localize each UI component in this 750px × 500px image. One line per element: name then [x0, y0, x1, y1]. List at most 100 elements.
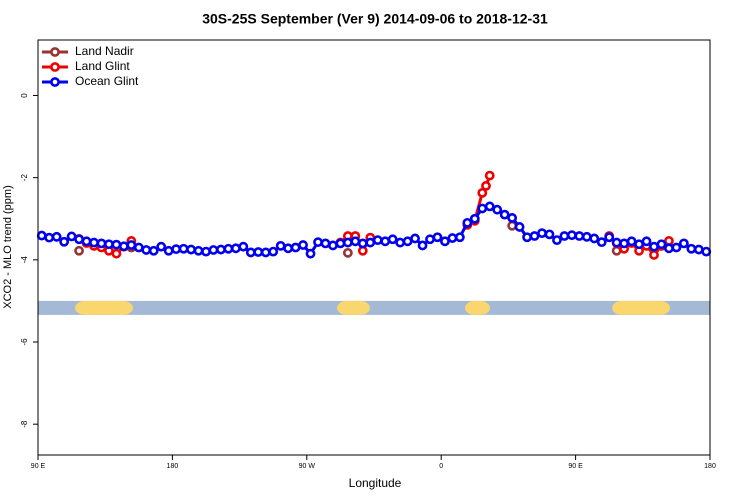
data-point	[253, 247, 264, 257]
data-point	[678, 238, 689, 249]
data-point	[701, 246, 712, 257]
data-point	[537, 228, 547, 239]
data-point	[365, 237, 376, 248]
data-point	[186, 244, 196, 255]
data-point	[454, 232, 465, 243]
data-point	[148, 245, 159, 256]
x-tick-label: 90 E	[568, 463, 583, 470]
data-point	[417, 240, 428, 251]
land-segment	[612, 300, 670, 315]
data-point	[387, 234, 398, 245]
data-point	[66, 231, 77, 242]
data-point	[552, 235, 562, 246]
x-tick-label: 180	[704, 463, 716, 470]
data-point	[589, 233, 600, 244]
data-point	[634, 239, 644, 250]
data-point	[216, 244, 226, 255]
data-point	[223, 243, 234, 254]
data-point	[245, 247, 256, 258]
data-point	[611, 245, 622, 256]
data-point	[89, 237, 99, 248]
y-tick-label: -8	[20, 420, 29, 428]
data-point	[469, 213, 480, 224]
data-point	[619, 238, 630, 249]
data-point	[432, 232, 443, 243]
data-point	[96, 238, 107, 249]
data-point	[342, 237, 353, 248]
data-point	[686, 243, 697, 254]
y-tick-label: -4	[20, 256, 29, 264]
data-point	[335, 238, 346, 249]
data-point	[126, 240, 137, 250]
land-segment	[336, 300, 370, 315]
data-point	[51, 231, 62, 242]
data-point	[118, 241, 129, 252]
y-tick-label: -6	[20, 338, 29, 346]
data-point	[201, 246, 211, 257]
data-point	[111, 239, 122, 250]
data-point	[559, 231, 570, 241]
data-point	[507, 213, 518, 223]
data-point	[529, 231, 540, 241]
legend-label: Land Glint	[75, 59, 130, 73]
data-point	[484, 201, 495, 212]
data-point	[342, 247, 353, 258]
data-point	[275, 240, 286, 251]
data-point	[111, 248, 122, 259]
data-point	[499, 209, 510, 220]
data-point	[44, 232, 55, 243]
data-point	[74, 245, 84, 256]
data-point	[156, 241, 167, 252]
data-point	[604, 232, 615, 243]
data-point	[656, 239, 667, 250]
ocean-band	[38, 300, 710, 315]
x-tick-label: 90 E	[31, 463, 46, 470]
data-point	[81, 236, 92, 247]
data-point	[574, 231, 585, 241]
data-point	[328, 240, 338, 251]
data-point	[230, 243, 241, 254]
x-axis-label: Longitude	[349, 476, 402, 490]
data-point	[74, 234, 84, 245]
x-tick-label: 90 W	[299, 463, 316, 470]
data-point	[402, 236, 413, 247]
data-point	[208, 245, 219, 255]
data-point	[141, 245, 152, 255]
data-point	[484, 170, 495, 181]
data-point	[163, 245, 174, 256]
data-point	[649, 241, 659, 252]
data-point	[581, 231, 592, 242]
legend-marker	[50, 62, 60, 72]
data-point	[350, 236, 361, 247]
legend-marker	[50, 47, 60, 57]
data-point	[544, 229, 555, 240]
data-point	[171, 244, 182, 255]
data-point	[649, 249, 659, 260]
x-tick-label: 180	[167, 463, 179, 470]
data-point	[693, 244, 704, 255]
data-point	[462, 217, 473, 228]
data-point	[268, 246, 279, 257]
data-point	[238, 241, 249, 252]
y-tick-label: -2	[20, 174, 29, 182]
data-point	[178, 243, 189, 254]
data-point	[36, 230, 47, 241]
legend-marker	[50, 77, 60, 87]
data-point	[59, 236, 70, 247]
data-point	[260, 247, 271, 258]
y-axis-label: XCO2 - MLO trend (ppm)	[2, 185, 14, 308]
data-point	[566, 230, 577, 241]
data-point	[641, 236, 652, 247]
data-point	[133, 242, 144, 253]
data-point	[313, 237, 323, 248]
y-tick-label: 0	[20, 93, 29, 98]
data-point	[481, 180, 491, 191]
data-point	[395, 237, 406, 248]
x-tick-label: 0	[439, 463, 443, 470]
data-point	[193, 245, 204, 256]
data-point	[626, 236, 637, 247]
data-point	[477, 187, 488, 198]
land-segment	[75, 300, 133, 315]
data-point	[611, 237, 622, 248]
